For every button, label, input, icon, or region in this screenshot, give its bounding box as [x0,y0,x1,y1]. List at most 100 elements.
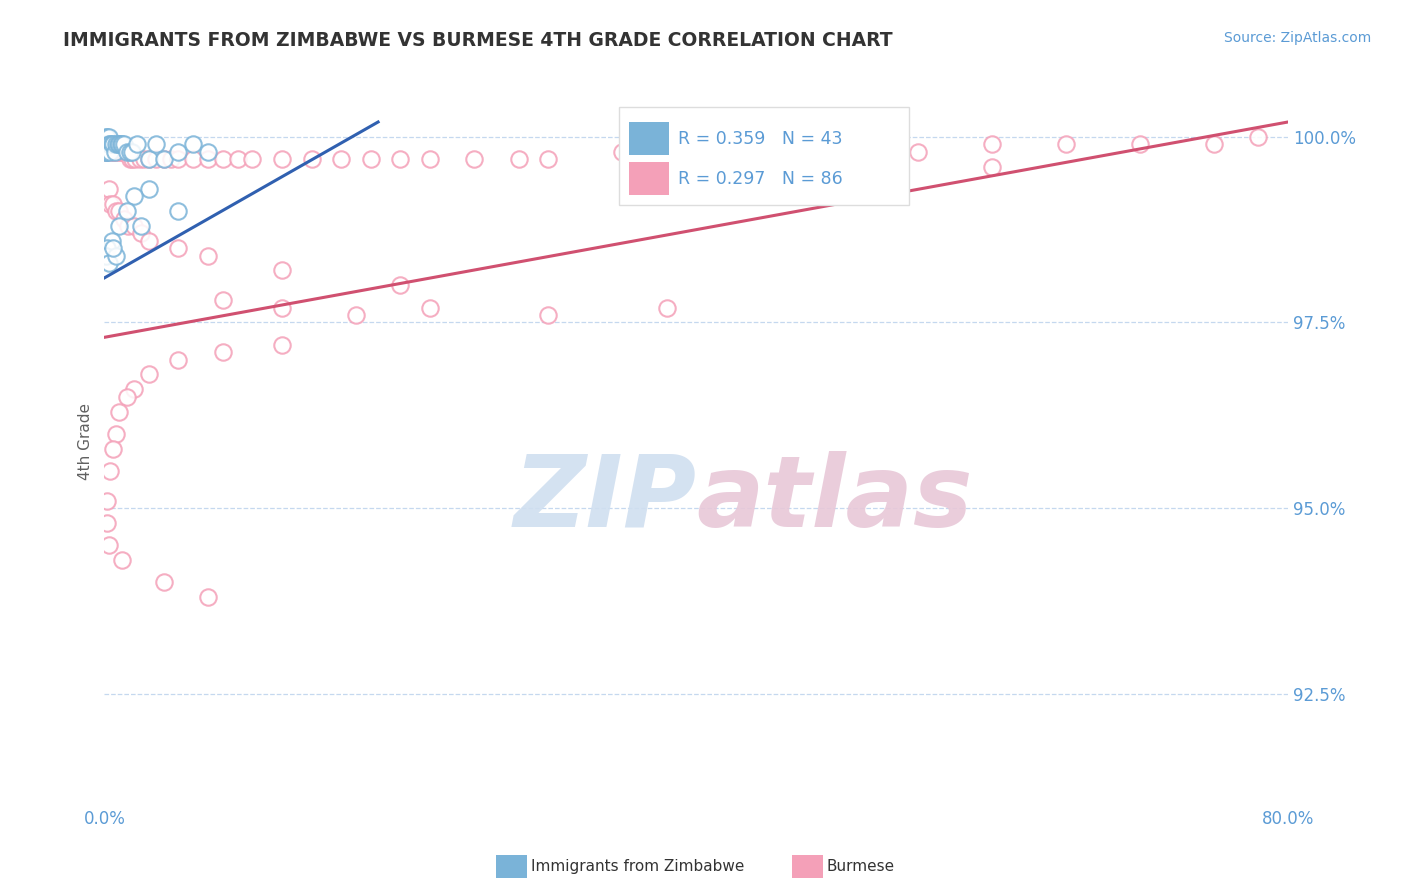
Point [107,137,129,152]
Point [121,145,143,159]
Point [101,234,124,248]
Point [508,152,530,166]
Text: R = 0.297   N = 86: R = 0.297 N = 86 [679,169,844,187]
Text: Burmese: Burmese [827,859,894,873]
Text: Immigrants from Zimbabwe: Immigrants from Zimbabwe [531,859,745,873]
Point [271,152,294,166]
Point [344,308,367,322]
Point [122,219,145,233]
Point [96,129,118,144]
Text: Source: ZipAtlas.com: Source: ZipAtlas.com [1223,31,1371,45]
Point [655,301,678,315]
Point [832,145,855,159]
Point [115,145,138,159]
Point [98,464,121,478]
Point [111,553,134,567]
Point [138,152,160,166]
Point [389,278,412,293]
Text: atlas: atlas [696,451,973,548]
Point [1247,129,1270,144]
Point [103,196,125,211]
FancyBboxPatch shape [619,106,910,205]
Point [1129,137,1152,152]
Point [112,211,135,226]
Point [167,145,190,159]
Point [138,234,160,248]
Point [167,152,190,166]
Point [759,145,782,159]
Point [138,152,160,166]
Point [98,137,121,152]
Point [167,204,190,219]
Point [197,249,219,263]
Point [907,145,929,159]
Point [115,145,138,159]
Point [103,145,125,159]
Point [94,137,117,152]
Point [118,152,141,166]
Text: ZIP: ZIP [513,451,696,548]
Point [152,575,174,590]
Point [389,152,412,166]
Point [94,137,117,152]
Point [98,145,121,159]
Point [197,152,219,166]
Point [98,196,121,211]
Point [138,368,160,382]
Point [94,137,117,152]
Point [97,256,120,270]
Point [96,241,118,255]
Point [121,152,143,166]
Point [167,241,190,255]
Point [197,145,219,159]
Point [110,145,132,159]
Point [97,137,120,152]
Point [117,219,139,233]
Point [96,145,118,159]
Point [271,301,294,315]
Point [152,152,174,166]
Point [103,241,125,255]
Point [97,129,120,144]
Point [107,137,129,152]
Point [271,337,294,351]
Point [145,137,167,152]
Point [131,227,153,241]
FancyBboxPatch shape [628,161,669,195]
Point [96,145,118,159]
Text: R = 0.359   N = 43: R = 0.359 N = 43 [679,129,844,147]
Point [124,152,146,166]
Point [94,145,117,159]
Point [463,152,485,166]
Point [97,182,120,196]
Point [108,404,131,418]
Point [111,137,134,152]
Point [271,263,294,277]
Point [105,137,128,152]
Point [685,145,707,159]
Point [96,493,118,508]
Point [537,308,560,322]
Point [110,137,132,152]
Point [104,145,127,159]
Point [115,204,138,219]
Point [301,152,323,166]
Point [97,137,120,152]
Y-axis label: 4th Grade: 4th Grade [79,403,93,480]
Point [118,145,141,159]
Point [98,137,121,152]
Point [101,137,124,152]
Point [103,442,125,456]
Point [330,152,353,166]
Point [112,137,135,152]
Point [1054,137,1077,152]
FancyBboxPatch shape [628,122,669,155]
Point [108,204,131,219]
Point [125,137,148,152]
Point [94,249,117,263]
Point [211,293,233,308]
Point [134,152,156,166]
Point [105,145,128,159]
Point [181,137,204,152]
Point [138,182,160,196]
